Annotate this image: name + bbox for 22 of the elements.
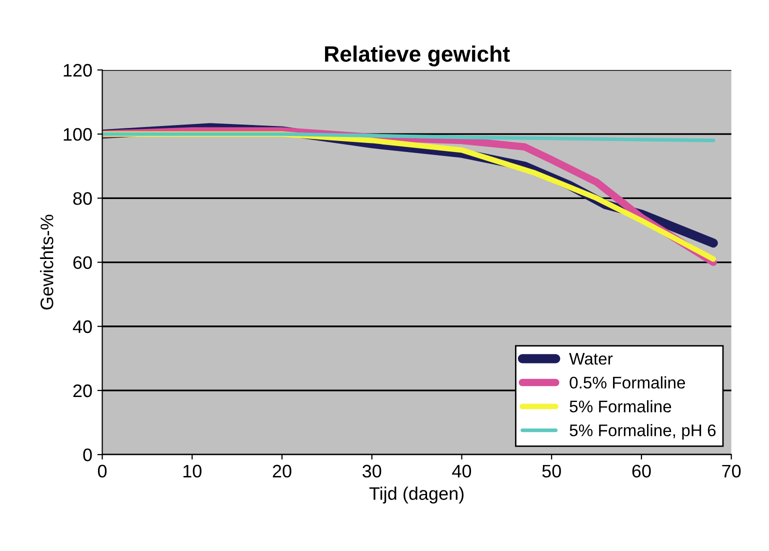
x-tick-label: 0 — [98, 464, 107, 478]
x-tick-label: 70 — [722, 464, 741, 478]
x-tick-label: 50 — [542, 464, 561, 478]
legend-label: 5% Formaline — [570, 400, 672, 412]
y-tick-label: 100 — [64, 128, 92, 141]
x-tick-label: 10 — [183, 464, 202, 478]
x-tick-label: 60 — [632, 464, 651, 478]
x-tick-label: 30 — [362, 464, 382, 478]
chart-title: Relatieve gewicht — [325, 46, 510, 66]
x-tick-label: 40 — [452, 464, 472, 478]
x-axis-title: Tijd (dagen) — [369, 486, 464, 504]
y-tick-label: 20 — [73, 384, 92, 398]
x-tick-label: 20 — [272, 464, 292, 478]
y-tick-label: 80 — [73, 192, 92, 205]
legend-label: 5% Formaline, pH 6 — [570, 424, 716, 440]
y-tick-label: 60 — [73, 256, 92, 269]
y-tick-label: 0 — [83, 448, 92, 462]
y-tick-label: 40 — [72, 320, 92, 334]
y-axis-title: Gewichts-% — [40, 214, 54, 310]
legend-label: Water — [569, 353, 613, 365]
y-tick-label: 120 — [64, 64, 92, 77]
legend-label: 0.5% Formaline — [570, 376, 686, 389]
